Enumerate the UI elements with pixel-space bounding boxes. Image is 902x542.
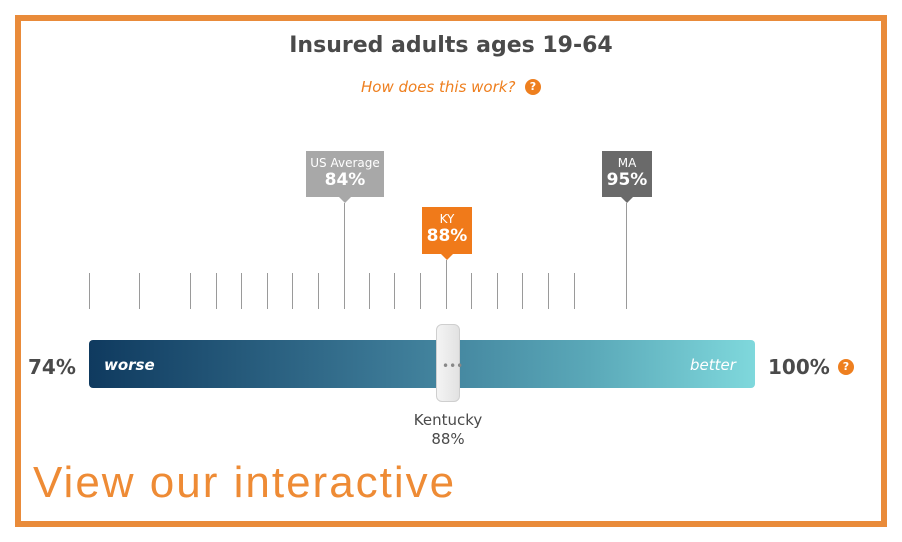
ma-label: MA xyxy=(617,156,637,170)
ky-value: 88% xyxy=(426,226,468,246)
ky-marker[interactable]: KY 88% xyxy=(422,207,472,260)
state-tick[interactable] xyxy=(190,273,191,309)
scale-bar[interactable] xyxy=(89,340,755,388)
better-label: better xyxy=(690,356,736,374)
chart-title: Insured adults ages 19-64 xyxy=(289,33,613,58)
ky-label: KY xyxy=(439,212,455,226)
scale-help-icon[interactable]: ? xyxy=(838,359,854,375)
state-tick[interactable] xyxy=(522,273,523,309)
state-tick[interactable] xyxy=(420,273,421,309)
how-does-this-work-label[interactable]: How does this work? xyxy=(361,78,516,96)
view-interactive-link[interactable]: View our interactive xyxy=(33,458,457,507)
us-average-value: 84% xyxy=(324,170,366,190)
help-icon[interactable]: ? xyxy=(524,79,541,95)
state-tick[interactable] xyxy=(292,273,293,309)
ma-value: 95% xyxy=(606,170,648,190)
state-tick[interactable] xyxy=(267,273,268,309)
ky-stem xyxy=(446,260,447,309)
state-tick[interactable] xyxy=(139,273,140,309)
selected-state-value: 88% xyxy=(431,430,465,448)
how-does-this-work-link[interactable]: How does this work? ? xyxy=(0,78,902,96)
state-tick[interactable] xyxy=(89,273,90,309)
slider-handle[interactable]: ••• xyxy=(436,324,464,402)
scale-min-label: 74% xyxy=(28,355,76,379)
ma-marker[interactable]: MA 95% xyxy=(602,151,652,203)
grip-icon: ••• xyxy=(442,359,464,373)
state-tick[interactable] xyxy=(548,273,549,309)
us-average-label: US Average xyxy=(310,156,380,170)
state-tick[interactable] xyxy=(216,273,217,309)
state-tick[interactable] xyxy=(369,273,370,309)
frame-border xyxy=(15,15,887,527)
state-tick[interactable] xyxy=(497,273,498,309)
state-tick[interactable] xyxy=(318,273,319,309)
ma-stem xyxy=(626,203,627,309)
worse-label: worse xyxy=(104,356,155,374)
state-tick[interactable] xyxy=(471,273,472,309)
selected-state-name: Kentucky xyxy=(413,411,483,429)
scale-max-label: 100% xyxy=(768,355,830,379)
state-tick[interactable] xyxy=(394,273,395,309)
us-average-marker[interactable]: US Average 84% xyxy=(306,151,384,203)
state-tick[interactable] xyxy=(241,273,242,309)
state-tick[interactable] xyxy=(574,273,575,309)
us-average-stem xyxy=(344,203,345,309)
